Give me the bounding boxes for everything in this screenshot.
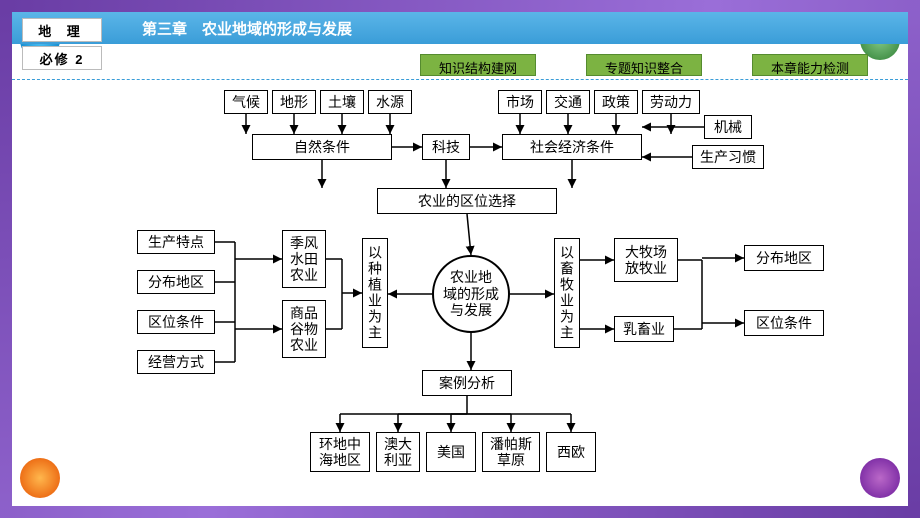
tab-structure[interactable]: 知识结构建网	[420, 54, 536, 76]
chapter-title: 第三章 农业地域的形成与发展	[142, 18, 352, 39]
node-quwei2: 区位条件	[744, 310, 824, 336]
subject-box: 地 理	[22, 18, 102, 42]
node-ziran: 自然条件	[252, 134, 392, 160]
node-shehui: 社会经济条件	[502, 134, 642, 160]
node-jiaotong: 交通	[546, 90, 590, 114]
node-xiguan: 生产习惯	[692, 145, 764, 169]
node-center: 农业地域的形成与发展	[432, 255, 510, 333]
concept-diagram: 气候地形土壤水源 市场交通政策劳动力机械生产习惯 自然条件 科技 社会经济条件农业的区位…	[42, 90, 892, 510]
node-fenbu: 分布地区	[137, 270, 215, 294]
node-zhongzhi: 以种植业为主	[362, 238, 388, 348]
node-zhengce: 政策	[594, 90, 638, 114]
node-keji: 科技	[422, 134, 470, 160]
node-laodongli: 劳动力	[642, 90, 700, 114]
node-shangpin: 商品谷物农业	[282, 300, 326, 358]
node-shichang: 市场	[498, 90, 542, 114]
node-fenbu2: 分布地区	[744, 245, 824, 271]
node-meiguo: 美国	[426, 432, 476, 472]
node-ruxu: 乳畜业	[614, 316, 674, 342]
node-xumu: 以畜牧业为主	[554, 238, 580, 348]
title-bar: 第三章 农业地域的形成与发展	[12, 12, 908, 44]
node-jixie: 机械	[704, 115, 752, 139]
node-jingying: 经营方式	[137, 350, 215, 374]
node-tedian: 生产特点	[137, 230, 215, 254]
node-turang: 土壤	[320, 90, 364, 114]
tab-test[interactable]: 本章能力检测	[752, 54, 868, 76]
module-box: 必修 2	[22, 46, 102, 70]
node-quwei3: 区位条件	[137, 310, 215, 334]
subject-labels: 地 理 必修 2	[22, 18, 102, 70]
decorative-frame: 第三章 农业地域的形成与发展 地 理 必修 2 知识结构建网 专题知识整合 本章…	[0, 0, 920, 518]
node-dixing: 地形	[272, 90, 316, 114]
node-quwei: 农业的区位选择	[377, 188, 557, 214]
node-qihou: 气候	[224, 90, 268, 114]
node-anli: 案例分析	[422, 370, 512, 396]
node-aodaliya: 澳大利亚	[376, 432, 420, 472]
node-shuiyuan: 水源	[368, 90, 412, 114]
node-panpasi: 潘帕斯草原	[482, 432, 540, 472]
node-xiou: 西欧	[546, 432, 596, 472]
node-damuchang: 大牧场放牧业	[614, 238, 678, 282]
node-jifeng: 季风水田农业	[282, 230, 326, 288]
tab-topics[interactable]: 专题知识整合	[586, 54, 702, 76]
tab-row: 知识结构建网 专题知识整合 本章能力检测	[12, 54, 908, 80]
node-huandizhonghai: 环地中海地区	[310, 432, 370, 472]
